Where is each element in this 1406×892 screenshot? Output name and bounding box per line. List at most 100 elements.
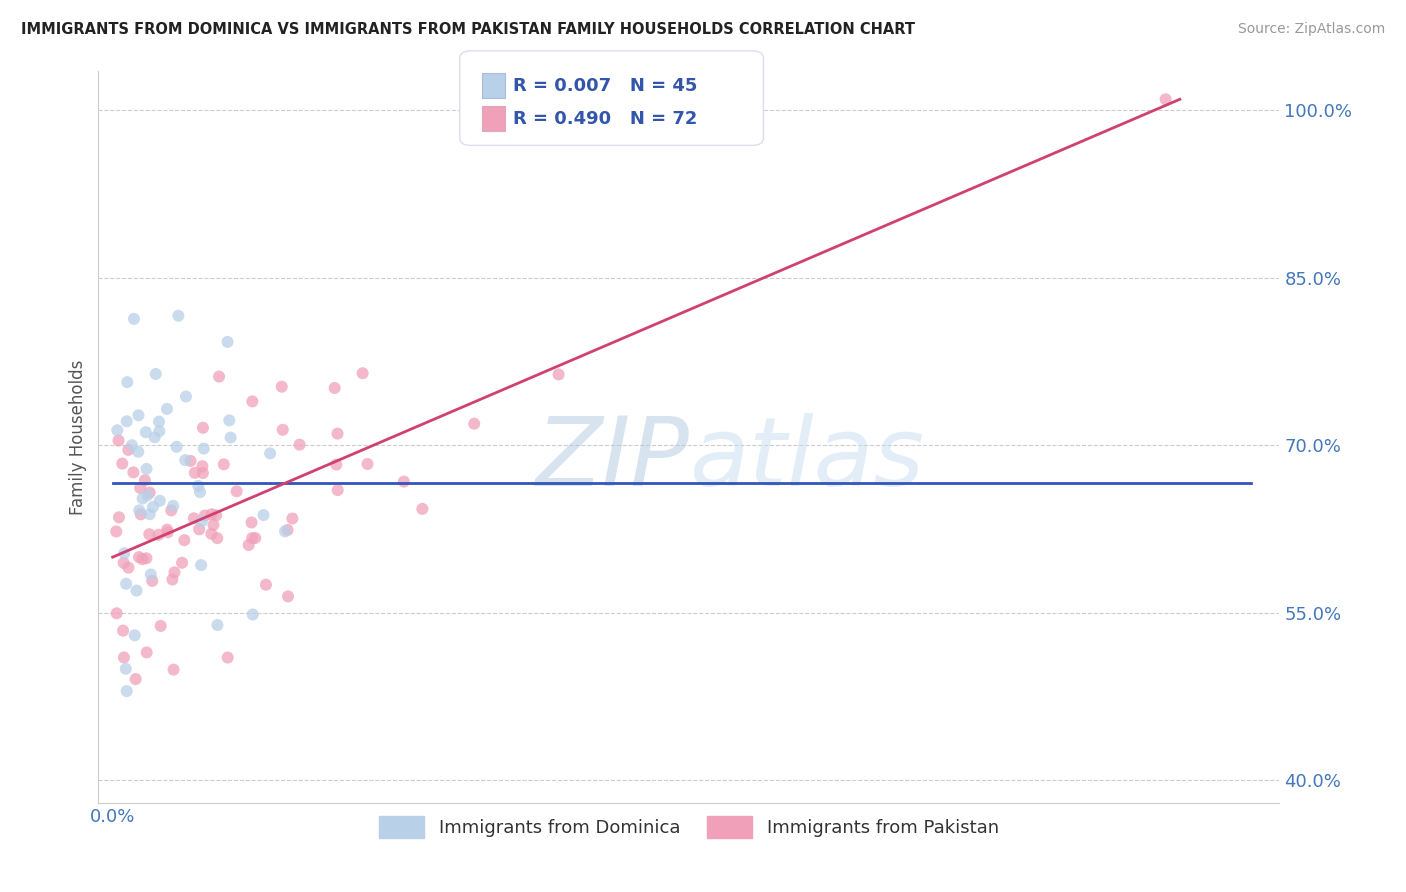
Point bbox=[108, 510, 131, 524]
Point bbox=[174, 390, 197, 404]
Point bbox=[274, 524, 297, 539]
Point bbox=[115, 684, 138, 698]
Text: IMMIGRANTS FROM DOMINICA VS IMMIGRANTS FROM PAKISTAN FAMILY HOUSEHOLDS CORRELATI: IMMIGRANTS FROM DOMINICA VS IMMIGRANTS F… bbox=[21, 22, 915, 37]
Point bbox=[162, 663, 184, 677]
Point bbox=[127, 444, 149, 458]
Point bbox=[112, 650, 135, 665]
Point bbox=[207, 618, 229, 632]
Point bbox=[252, 508, 274, 522]
Point bbox=[114, 662, 136, 676]
Point bbox=[163, 566, 186, 580]
Point bbox=[191, 466, 214, 480]
Point bbox=[166, 440, 188, 454]
Point bbox=[200, 526, 222, 541]
Point bbox=[128, 550, 150, 565]
Point bbox=[240, 531, 263, 545]
Point bbox=[217, 334, 239, 349]
Point bbox=[240, 394, 263, 409]
Point bbox=[217, 650, 239, 665]
Point bbox=[117, 375, 139, 389]
Point bbox=[112, 546, 135, 560]
Point bbox=[131, 552, 153, 566]
Point bbox=[218, 413, 240, 427]
Point bbox=[202, 517, 225, 532]
Point bbox=[149, 619, 172, 633]
Point bbox=[125, 583, 148, 598]
Point bbox=[180, 454, 202, 468]
Text: atlas: atlas bbox=[689, 412, 924, 506]
Point bbox=[207, 531, 229, 545]
Point bbox=[105, 607, 128, 621]
Point bbox=[238, 538, 260, 552]
Point bbox=[131, 491, 153, 506]
Text: ZIP: ZIP bbox=[536, 412, 689, 506]
Point bbox=[352, 366, 374, 380]
Point bbox=[208, 369, 231, 384]
Point bbox=[245, 531, 267, 545]
Point bbox=[107, 434, 129, 448]
Point bbox=[240, 516, 263, 530]
Point bbox=[138, 485, 160, 500]
Point bbox=[184, 466, 207, 480]
Point bbox=[271, 423, 294, 437]
Point bbox=[188, 522, 211, 536]
Point bbox=[115, 414, 138, 428]
Point bbox=[277, 590, 299, 604]
Point bbox=[212, 458, 235, 472]
Point bbox=[135, 425, 157, 440]
Point bbox=[326, 483, 349, 497]
Point bbox=[156, 525, 179, 540]
Point bbox=[270, 380, 292, 394]
Point bbox=[141, 574, 163, 588]
Point bbox=[128, 503, 150, 517]
Y-axis label: Family Households: Family Households bbox=[69, 359, 87, 515]
Point bbox=[194, 508, 217, 523]
Point bbox=[547, 368, 569, 382]
Point bbox=[277, 523, 299, 537]
Point bbox=[191, 459, 214, 474]
Point bbox=[160, 503, 183, 517]
Text: Source: ZipAtlas.com: Source: ZipAtlas.com bbox=[1237, 22, 1385, 37]
Point bbox=[149, 493, 172, 508]
Point bbox=[117, 560, 139, 574]
Point bbox=[191, 514, 214, 528]
Point bbox=[112, 624, 135, 638]
Point bbox=[148, 424, 170, 438]
Point bbox=[183, 511, 205, 525]
Point bbox=[1154, 92, 1177, 106]
Point bbox=[356, 457, 378, 471]
Point bbox=[105, 524, 128, 539]
Point bbox=[156, 523, 179, 537]
Point bbox=[145, 367, 167, 381]
Point bbox=[136, 488, 159, 502]
Point bbox=[225, 484, 247, 499]
Point bbox=[254, 577, 277, 591]
Text: R = 0.490   N = 72: R = 0.490 N = 72 bbox=[513, 110, 697, 128]
Point bbox=[187, 479, 209, 493]
Point bbox=[121, 438, 143, 452]
Point bbox=[190, 558, 212, 572]
Point bbox=[392, 475, 415, 489]
Point bbox=[242, 607, 264, 622]
Point bbox=[134, 473, 156, 487]
Point bbox=[325, 458, 347, 472]
Point bbox=[167, 309, 190, 323]
Point bbox=[281, 511, 304, 525]
Point bbox=[162, 573, 184, 587]
Point bbox=[127, 409, 149, 423]
Point bbox=[259, 446, 281, 460]
Text: R = 0.007   N = 45: R = 0.007 N = 45 bbox=[513, 77, 697, 95]
Point bbox=[288, 437, 311, 451]
Point bbox=[138, 527, 160, 541]
Point bbox=[191, 421, 214, 435]
Point bbox=[200, 507, 222, 521]
Point bbox=[143, 430, 166, 444]
Point bbox=[115, 576, 138, 591]
Point bbox=[124, 672, 146, 686]
Point bbox=[124, 628, 146, 642]
Point bbox=[142, 500, 165, 514]
Point bbox=[323, 381, 346, 395]
Point bbox=[411, 501, 433, 516]
Point bbox=[111, 457, 134, 471]
Point bbox=[193, 442, 215, 456]
